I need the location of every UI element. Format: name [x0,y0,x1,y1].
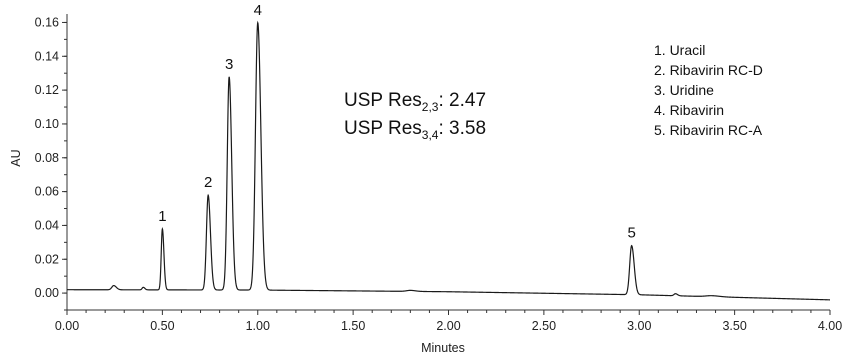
annotation-subscript: 2,3 [422,100,439,114]
resolution-annotation-2-3: USP Res2,3: 2.47 [344,90,486,114]
peak-label-4: 4 [254,2,262,19]
y-tick-label: 0.00 [35,286,59,300]
legend-entry-ribavirin-rc-a: 5. Ribavirin RC-A [654,122,763,138]
y-axis-title: AU [9,149,23,166]
peak-label-5: 5 [627,225,635,242]
x-tick-label: 0.50 [150,319,174,333]
y-tick-label: 0.12 [35,83,59,97]
x-tick-label: 4.00 [818,319,842,333]
legend-entry-uracil: 1. Uracil [654,42,705,58]
x-tick-label: 2.00 [436,319,460,333]
y-tick-label: 0.06 [35,185,59,199]
annotation-subscript: 3,4 [422,128,439,142]
chromatogram-trace [67,20,830,301]
legend: 1. Uracil 2. Ribavirin RC-D 3. Uridine 4… [654,42,763,138]
y-tick-label: 0.02 [35,252,59,266]
peak-label-1: 1 [158,208,166,225]
x-tick-label: 3.50 [722,319,746,333]
x-tick-label: 1.00 [246,319,270,333]
annotation-value: : 2.47 [438,90,486,111]
x-tick-label: 3.00 [627,319,651,333]
x-tick-label: 1.50 [341,319,365,333]
annotation-prefix: USP Res [344,118,422,139]
x-axis-title: Minutes [421,341,465,355]
peak-labels: 1 2 3 4 5 [158,2,636,242]
legend-entry-ribavirin-rc-d: 2. Ribavirin RC-D [654,62,763,78]
y-tick-label: 0.08 [35,151,59,165]
peak-label-2: 2 [204,174,212,191]
y-tick-label: 0.10 [35,117,59,131]
y-tick-label: 0.16 [35,15,59,29]
x-tick-label: 2.50 [532,319,556,333]
y-tick-label: 0.04 [35,218,59,232]
peak-label-3: 3 [225,56,233,73]
y-tick-label: 0.14 [35,49,59,63]
resolution-annotation-3-4: USP Res3,4: 3.58 [344,118,486,142]
legend-entry-ribavirin: 4. Ribavirin [654,102,724,118]
x-tick-label: 0.00 [55,319,79,333]
annotation-prefix: USP Res [344,90,422,111]
legend-entry-uridine: 3. Uridine [654,82,714,98]
annotation-value: : 3.58 [438,118,486,139]
axes [66,14,830,311]
resolution-annotations: USP Res2,3: 2.47 USP Res3,4: 3.58 [344,90,486,142]
ticks: 0.00 0.50 1.00 1.50 2.00 2.50 3.00 3.50 4.00 0.00… [35,15,843,333]
